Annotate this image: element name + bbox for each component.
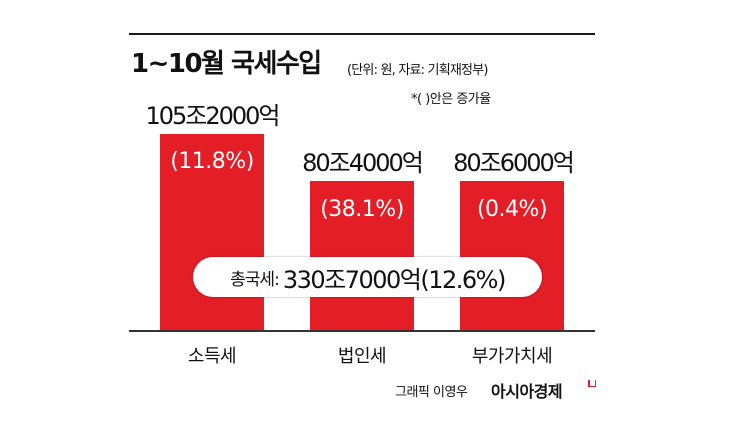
bar-value-label: 80조4000억 (302, 149, 424, 177)
category-label: 법인세 (337, 346, 387, 367)
bar-vat (460, 181, 564, 331)
x-axis-baseline (129, 330, 595, 332)
top-rule (129, 33, 595, 35)
total-value: 330조7000억(12.6%) (282, 265, 507, 294)
brand-mark-icon (588, 380, 596, 387)
bar-value-label: 105조2000억 (145, 102, 280, 130)
bar-value-label: 80조6000억 (453, 149, 575, 177)
bar-pct-label: (11.8%) (170, 149, 254, 174)
category-label: 소득세 (187, 346, 237, 367)
bar-income-tax (160, 134, 264, 331)
chart-subtitle: (단위: 원, 자료: 기획재정부) (347, 63, 488, 78)
brand-logo-text: 아시아경제 (491, 382, 563, 401)
total-label: 총국세: (230, 269, 280, 290)
bar-pct-label: (0.4%) (476, 197, 548, 222)
graphic-credit: 그래픽 이영우 (395, 385, 468, 400)
bar-corporate-tax (310, 181, 414, 331)
bar-pct-label: (38.1%) (320, 197, 404, 222)
category-label: 부가가치세 (471, 346, 553, 367)
chart-title: 1~10월 국세수입 (131, 49, 322, 79)
chart-note: *( )안은 증가율 (411, 92, 491, 107)
total-tax-pill: 총국세: 330조7000억(12.6%) (193, 257, 542, 297)
